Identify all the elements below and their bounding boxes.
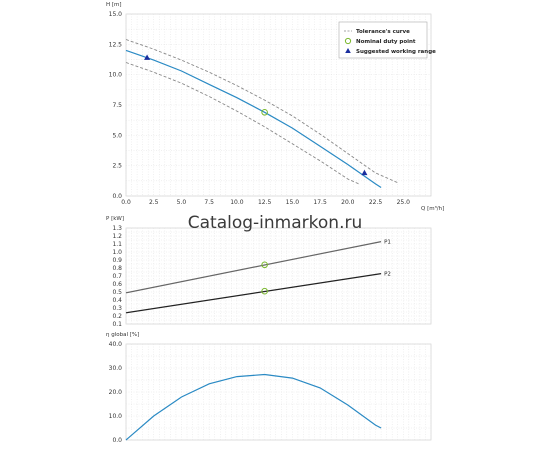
y-tick-label: 0.7: [112, 273, 122, 280]
series-curve: [125, 373, 382, 441]
y-tick-label: 0.1: [112, 321, 122, 328]
series-label-p1: P1: [384, 240, 391, 246]
watermark-text: Catalog-inmarkon.ru: [187, 213, 363, 233]
y-tick-label: 20.0: [109, 389, 123, 396]
nominal-duty-point-marker: [261, 287, 268, 295]
y-tick-label: 1.1: [112, 241, 122, 248]
y-axis-label: P [kW]: [106, 216, 124, 222]
y-tick-label: 0.9: [112, 257, 122, 264]
y-tick-label: 0.6: [112, 281, 122, 288]
series-label-p2: P2: [384, 272, 391, 278]
y-tick-label: 15.0: [109, 11, 123, 18]
y-tick-label: 0.2: [112, 313, 122, 320]
y-tick-label: 5.0: [112, 132, 122, 139]
x-tick-label: 17.5: [313, 199, 327, 206]
working-range-marker: [144, 54, 151, 60]
nominal-duty-point-marker: [261, 108, 268, 116]
y-tick-label: 12.5: [109, 41, 123, 48]
x-tick-label: 2.5: [149, 199, 159, 206]
legend-item-label: Suggested working range: [356, 49, 436, 55]
x-tick-label: 20.0: [341, 199, 355, 206]
nominal-duty-point-marker: [261, 261, 268, 269]
x-tick-label: 5.0: [177, 199, 187, 206]
y-tick-label: 0.5: [112, 289, 122, 296]
chart-2: [125, 227, 432, 325]
legend-triangle-marker: [345, 48, 351, 53]
tolerance-upper-curve: [125, 39, 398, 184]
y-axis-label: η global [%]: [106, 332, 139, 338]
y-tick-label: 0.8: [112, 265, 122, 272]
y-tick-label: 0.3: [112, 305, 122, 312]
legend-box: [338, 21, 428, 59]
chart-1: [125, 13, 432, 197]
series-p2-curve: [125, 273, 382, 314]
legend-circle-marker: [344, 37, 352, 45]
y-tick-label: 1.2: [112, 233, 122, 240]
x-tick-label: 7.5: [204, 199, 214, 206]
working-range-marker: [361, 169, 368, 176]
x-tick-label: 10.0: [230, 199, 244, 206]
y-tick-label: 0.0: [112, 193, 122, 200]
x-axis-label: Q [m³/h]: [421, 205, 444, 212]
main-curve: [125, 49, 382, 189]
y-tick-label: 1.0: [112, 249, 122, 256]
legend-item-label: Tolerance's curve: [356, 29, 410, 35]
y-tick-label: 2.5: [112, 163, 122, 170]
x-tick-label: 12.5: [258, 199, 272, 206]
x-tick-label: 25.0: [397, 199, 411, 206]
chart-3: [125, 343, 432, 441]
tolerance-lower-curve: [125, 62, 360, 185]
series-p1-curve: [125, 241, 382, 294]
x-tick-label: 15.0: [286, 199, 300, 206]
y-tick-label: 10.0: [109, 72, 123, 79]
y-tick-label: 0.4: [112, 297, 122, 304]
x-tick-label: 0.0: [121, 199, 131, 206]
x-tick-label: 22.5: [369, 199, 383, 206]
y-tick-label: 10.0: [109, 413, 123, 420]
y-axis-label: H [m]: [106, 2, 122, 8]
legend: [338, 21, 428, 59]
y-tick-label: 40.0: [109, 341, 123, 348]
legend-item-label: Nominal duty point: [356, 39, 416, 45]
y-tick-label: 0.0: [112, 437, 122, 444]
y-tick-label: 7.5: [112, 102, 122, 109]
y-tick-label: 30.0: [109, 365, 123, 372]
y-tick-label: 1.3: [112, 225, 122, 232]
